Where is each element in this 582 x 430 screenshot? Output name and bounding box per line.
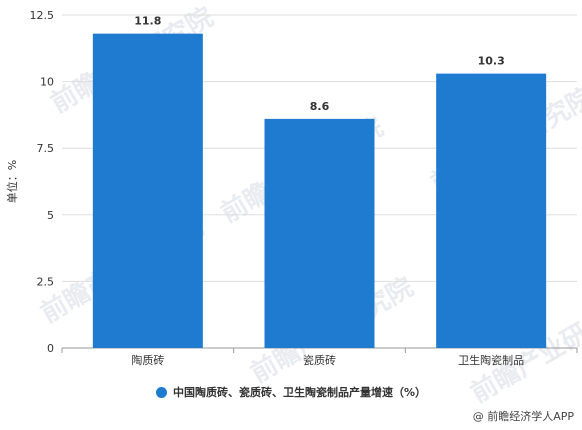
bar-value-label: 11.8 [134,15,161,28]
bar-value-label: 8.6 [310,100,330,113]
legend: 中国陶质砖、瓷质砖、卫生陶瓷制品产量增速（%） [0,384,582,400]
y-tick-label: 7.5 [37,142,55,155]
x-tick-label: 卫生陶瓷制品 [458,353,524,367]
bar [436,73,547,348]
x-tick-label: 瓷质砖 [303,353,336,367]
y-tick-label: 5 [47,209,54,222]
legend-label: 中国陶质砖、瓷质砖、卫生陶瓷制品产量增速（%） [172,386,427,399]
y-tick-label: 12.5 [30,9,55,22]
bar-value-label: 10.3 [478,55,505,68]
y-tick-label: 10 [40,76,54,89]
x-tick-label: 陶质砖 [131,353,164,367]
y-tick-label: 0 [47,342,54,355]
bar [264,118,375,349]
legend-dot-icon [155,386,167,398]
source-credit: @ 前瞻经济学人APP [472,410,574,423]
y-tick-label: 2.5 [37,275,55,288]
y-axis-label: 单位：% [5,160,19,203]
bar [92,33,203,348]
